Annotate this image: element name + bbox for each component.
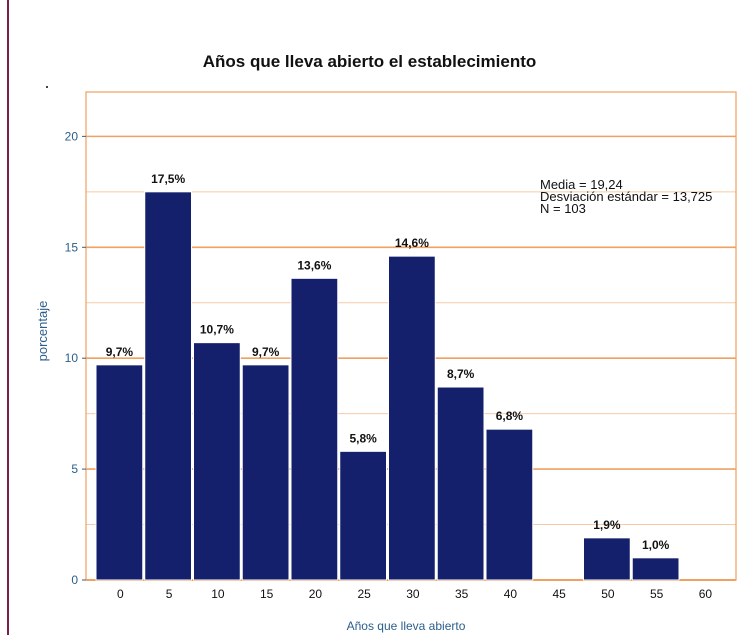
bar-value-label: 1,0% xyxy=(642,538,670,552)
stats-mean: Media = 19,24 xyxy=(540,177,623,192)
bar-value-label: 1,9% xyxy=(593,518,621,532)
x-tick-label: 35 xyxy=(455,587,469,601)
x-tick-label: 50 xyxy=(601,587,615,601)
bar xyxy=(631,557,680,581)
bar-value-label: 9,7% xyxy=(252,345,280,359)
y-tick-label: 15 xyxy=(65,240,79,254)
y-tick-label: 10 xyxy=(65,351,79,365)
x-tick-label: 20 xyxy=(309,587,323,601)
bar xyxy=(583,537,631,581)
stray-dot xyxy=(46,86,48,88)
y-axis-title: porcentaje xyxy=(35,301,50,362)
bar-value-label: 14,6% xyxy=(395,236,429,250)
x-tick-label: 40 xyxy=(504,587,518,601)
bar xyxy=(144,191,192,581)
stats-n: N = 103 xyxy=(540,201,586,216)
bar-value-label: 9,7% xyxy=(106,345,134,359)
bar-value-label: 17,5% xyxy=(151,172,185,186)
bar xyxy=(95,364,144,581)
bar xyxy=(241,364,290,581)
chart-title: Años que lleva abierto el establecimient… xyxy=(202,52,537,71)
x-tick-label: 55 xyxy=(650,587,664,601)
bar-value-label: 10,7% xyxy=(200,323,234,337)
bar-value-label: 13,6% xyxy=(297,258,331,272)
left-border-line xyxy=(7,0,9,635)
bar xyxy=(339,450,387,581)
x-tick-label: 5 xyxy=(166,587,173,601)
bar xyxy=(436,386,485,581)
bar xyxy=(388,255,436,581)
bar xyxy=(290,277,339,581)
bar-value-label: 6,8% xyxy=(496,409,524,423)
x-tick-label: 60 xyxy=(699,587,713,601)
bar xyxy=(485,428,534,581)
x-axis-title: Años que lleva abierto xyxy=(347,619,466,633)
x-tick-label: 45 xyxy=(552,587,566,601)
x-tick-label: 30 xyxy=(406,587,420,601)
x-tick-label: 15 xyxy=(260,587,274,601)
bar-value-label: 8,7% xyxy=(447,367,475,381)
y-tick-label: 20 xyxy=(65,129,79,143)
x-tick-label: 10 xyxy=(211,587,225,601)
stats-sd: Desviación estándar = 13,725 xyxy=(540,189,713,204)
x-tick-label: 0 xyxy=(117,587,124,601)
x-tick-label: 25 xyxy=(357,587,371,601)
y-tick-label: 0 xyxy=(71,573,78,587)
stats-box: Media = 19,24 Desviación estándar = 13,7… xyxy=(540,177,713,216)
bar xyxy=(193,342,241,581)
bar-value-label: 5,8% xyxy=(349,431,377,445)
y-tick-label: 5 xyxy=(71,462,78,476)
